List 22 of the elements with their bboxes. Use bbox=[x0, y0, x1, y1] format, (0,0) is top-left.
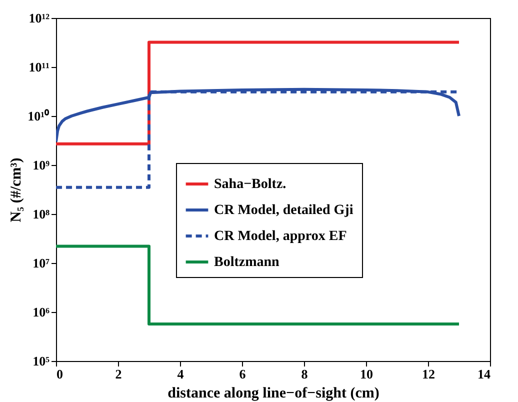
y-tick-label: 10⁸ bbox=[32, 206, 50, 222]
y-tick-label: 10⁷ bbox=[32, 256, 50, 270]
x-tick-label: 2 bbox=[115, 366, 122, 382]
x-tick-label: 0 bbox=[56, 366, 63, 382]
legend-label: CR Model, detailed Gji bbox=[214, 203, 354, 218]
y-tick-label: 10⁶ bbox=[32, 304, 50, 320]
x-tick-label: 6 bbox=[239, 366, 246, 382]
x-tick-label: 4 bbox=[177, 366, 184, 382]
x-tick-label: 8 bbox=[301, 366, 308, 382]
x-tick-label: 10 bbox=[360, 366, 373, 382]
x-axis-title: distance along line−of−sight (cm) bbox=[168, 386, 380, 402]
y-tick-label: 10⁵ bbox=[32, 354, 50, 368]
y-tick-label: 10⁹ bbox=[32, 158, 50, 172]
y-tick-label: 10¹¹ bbox=[28, 60, 50, 74]
legend-label: Saha−Boltz. bbox=[214, 177, 286, 192]
x-tick-label: 12 bbox=[422, 366, 435, 382]
legend-label: CR Model, approx EF bbox=[214, 229, 347, 244]
y-axis-title: N₅ (#/cm³) bbox=[8, 158, 25, 222]
y-tick-label: 10¹² bbox=[28, 10, 50, 26]
y-tick-label: 10¹⁰ bbox=[28, 108, 50, 124]
legend-label: Boltzmann bbox=[214, 255, 280, 270]
x-tick-label: 14 bbox=[478, 366, 491, 382]
